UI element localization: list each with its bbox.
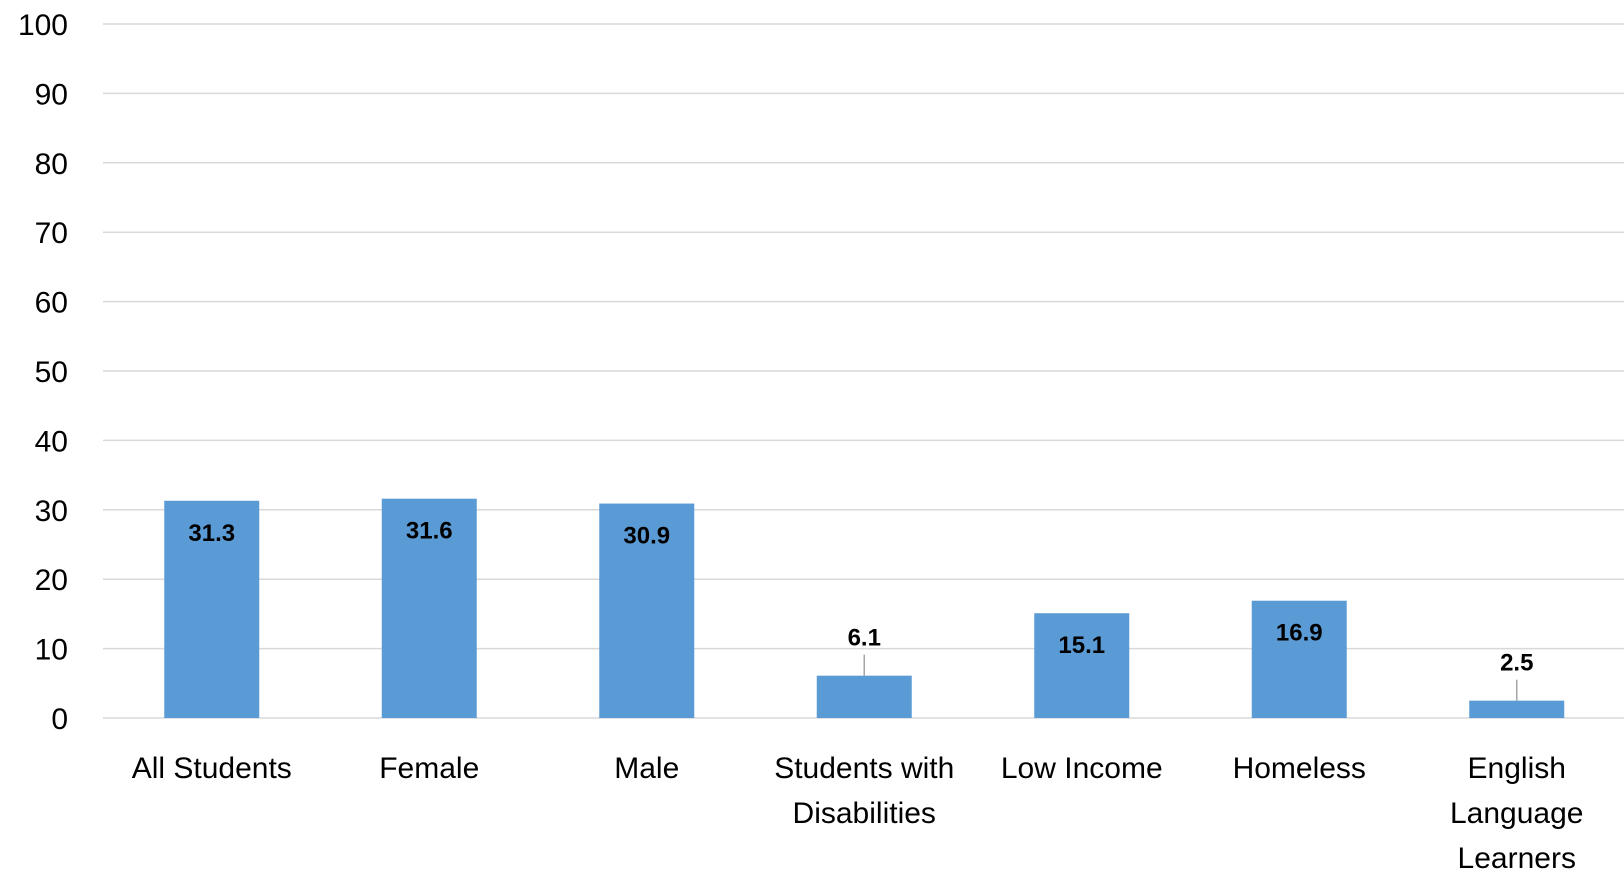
bar bbox=[816, 675, 912, 718]
bar bbox=[381, 498, 477, 718]
y-tick-label: 20 bbox=[35, 564, 68, 597]
y-tick-label: 100 bbox=[18, 9, 68, 42]
y-tick-label: 40 bbox=[35, 425, 68, 458]
bar bbox=[164, 500, 260, 718]
data-labels: 31.3 31.6 30.9 6.1 15.1 16.9 2.5 bbox=[188, 518, 1533, 701]
data-label: 2.5 bbox=[1500, 650, 1533, 677]
y-tick-label: 60 bbox=[35, 287, 68, 320]
x-category-label: Male bbox=[614, 752, 679, 785]
y-axis: 0 10 20 30 40 50 60 70 80 90 100 bbox=[18, 9, 68, 736]
data-label: 31.6 bbox=[406, 518, 453, 545]
y-tick-label: 80 bbox=[35, 148, 68, 181]
x-category-label: Female bbox=[379, 752, 479, 785]
y-tick-label: 10 bbox=[35, 634, 68, 667]
y-tick-label: 50 bbox=[35, 356, 68, 389]
bars bbox=[164, 498, 1565, 718]
x-axis: All Students Female Male Students with Disab… bbox=[132, 752, 1584, 872]
bar bbox=[1469, 700, 1565, 718]
x-category-label: Learners bbox=[1458, 842, 1576, 872]
data-label: 31.3 bbox=[188, 520, 235, 547]
y-tick-label: 30 bbox=[35, 495, 68, 528]
y-tick-label: 0 bbox=[51, 703, 68, 736]
bar bbox=[599, 503, 695, 718]
x-category-label: All Students bbox=[132, 752, 292, 785]
data-label: 16.9 bbox=[1276, 620, 1323, 647]
y-tick-label: 90 bbox=[35, 78, 68, 111]
data-label: 6.1 bbox=[848, 625, 881, 652]
x-category-label: Students with bbox=[774, 752, 954, 785]
x-category-label: Homeless bbox=[1233, 752, 1366, 785]
x-category-label: Language bbox=[1450, 797, 1583, 830]
x-category-label: Disabilities bbox=[793, 797, 936, 830]
bar bbox=[1251, 600, 1347, 718]
bar bbox=[1034, 613, 1130, 718]
gridlines bbox=[103, 23, 1624, 719]
y-tick-label: 70 bbox=[35, 217, 68, 250]
x-category-label: Low Income bbox=[1001, 752, 1163, 785]
x-category-label: English bbox=[1468, 752, 1566, 785]
data-label: 15.1 bbox=[1058, 632, 1105, 659]
data-label: 30.9 bbox=[623, 523, 670, 550]
